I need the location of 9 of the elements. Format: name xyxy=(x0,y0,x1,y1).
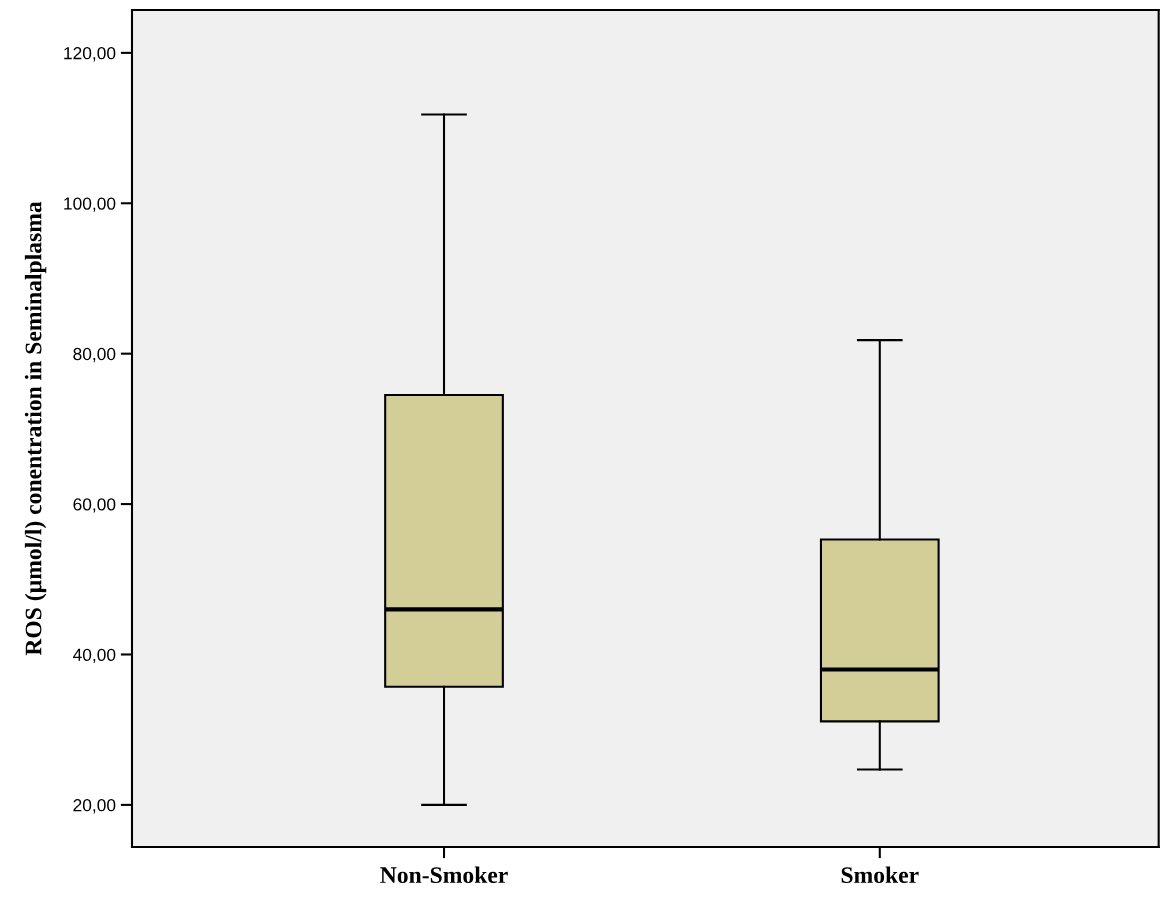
x-tick-label: Non-Smoker xyxy=(380,866,508,884)
y-tick-label: 40,00 xyxy=(72,648,116,663)
y-tick-label: 20,00 xyxy=(73,799,116,814)
y-tick-label: 60,00 xyxy=(73,498,116,513)
y-axis-title: ROS (µmol/l) conentration in Seminalplasma xyxy=(24,201,47,656)
y-tick-label: 80,00 xyxy=(73,347,116,363)
y-tick-label: 100,00 xyxy=(64,197,116,212)
x-tick-label: Smoker xyxy=(841,866,919,884)
y-tick-label: 120,00 xyxy=(64,47,116,62)
